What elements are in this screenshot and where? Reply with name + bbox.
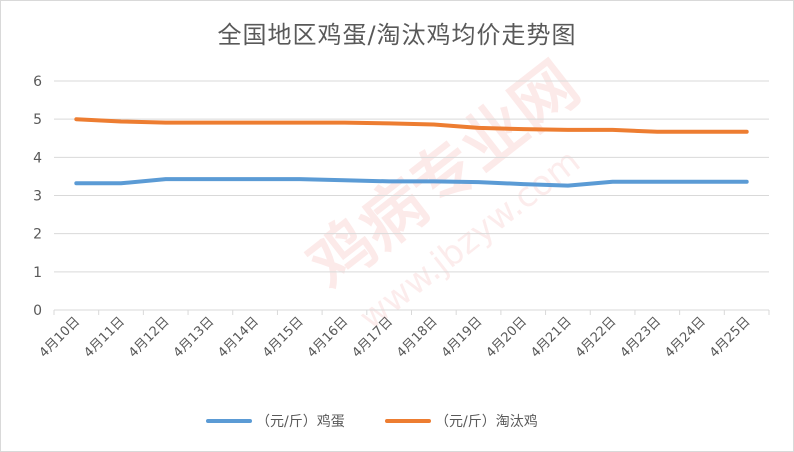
x-tick-label: 4月10日 — [37, 314, 84, 361]
x-tick-label: 4月19日 — [439, 314, 486, 361]
x-tick-label: 4月24日 — [662, 314, 709, 361]
legend-label-2: （元/斤）淘汰鸡 — [435, 413, 538, 430]
y-axis-ticks: 0 1 2 3 4 5 6 — [33, 74, 42, 319]
y-tick-label: 0 — [33, 303, 42, 319]
y-tick-label: 5 — [33, 112, 42, 128]
x-tick-label: 4月20日 — [483, 314, 530, 361]
x-tick-label: 4月23日 — [618, 314, 665, 361]
x-tick-label: 4月18日 — [394, 314, 441, 361]
x-tick-label: 4月15日 — [260, 314, 307, 361]
x-tick-label: 4月12日 — [126, 314, 173, 361]
x-tick-label: 4月22日 — [573, 314, 620, 361]
x-tick-label: 4月11日 — [81, 314, 128, 361]
y-tick-label: 2 — [33, 227, 42, 243]
x-tick-label: 4月13日 — [171, 314, 218, 361]
y-tick-label: 6 — [33, 74, 42, 90]
legend: （元/斤）鸡蛋 （元/斤）淘汰鸡 — [206, 413, 538, 430]
x-axis-ticks: 4月10日4月11日4月12日4月13日4月14日4月15日4月16日4月17日… — [37, 310, 770, 361]
y-tick-label: 4 — [33, 150, 42, 166]
grid-lines — [54, 80, 769, 311]
series-line-2 — [74, 117, 749, 134]
series-line-1 — [74, 177, 749, 188]
x-tick-label: 4月25日 — [707, 314, 754, 361]
y-tick-label: 3 — [33, 189, 42, 205]
x-tick-label: 4月14日 — [215, 314, 262, 361]
x-tick-label: 4月21日 — [528, 314, 575, 361]
chart-title: 全国地区鸡蛋/淘汰鸡均价走势图 — [217, 21, 577, 49]
series-lines — [74, 117, 749, 188]
x-tick-label: 4月16日 — [305, 314, 352, 361]
legend-label-1: （元/斤）鸡蛋 — [256, 413, 345, 430]
y-tick-label: 1 — [33, 265, 42, 281]
